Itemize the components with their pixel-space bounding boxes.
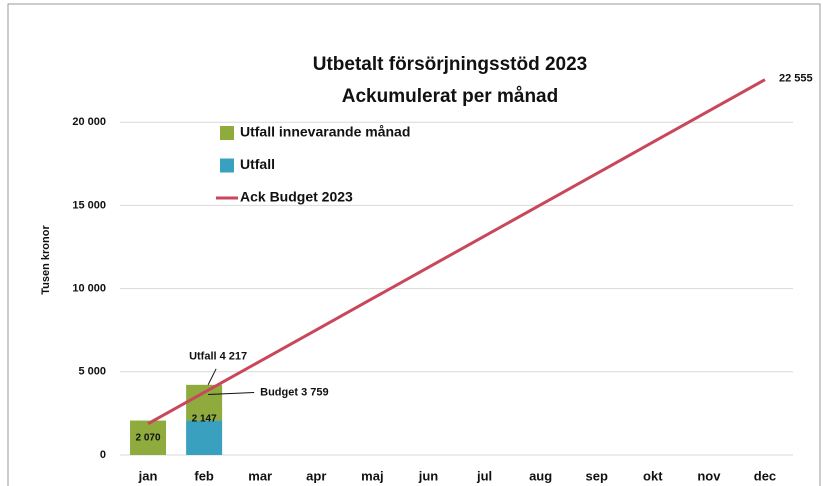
legend-label: Ack Budget 2023 [240,189,353,205]
y-axis-label: Tusen kronor [40,225,52,295]
leader-line [207,368,217,386]
x-tick-label: okt [643,468,663,483]
data-label: 22 555 [779,73,813,85]
line-series [147,78,766,426]
x-tick-label: nov [697,468,721,483]
x-tick-label: dec [754,468,776,483]
x-tick-label: jan [138,468,158,483]
x-tick-label: feb [194,468,214,483]
x-tick-label: maj [361,468,383,483]
data-label: Budget 3 759 [260,386,328,398]
x-tick-label: apr [306,468,326,483]
annotation: Utfall 4 217 [189,351,247,363]
data-label: 2 147 [192,413,217,424]
x-tick-label: aug [529,468,552,483]
legend-swatch [220,126,234,140]
y-tick-label: 20 000 [72,116,106,128]
y-tick-label: 5 000 [78,366,106,378]
x-tick-label: mar [248,468,272,483]
legend-label: Utfall innevarande månad [240,124,410,140]
chart-title: Utbetalt försörjningsstöd 2023 [313,54,588,75]
bar [130,420,167,455]
bar [186,420,223,455]
y-tick-label: 0 [100,449,106,461]
legend-swatch [220,158,234,173]
y-tick-label: 15 000 [72,199,106,211]
data-label: 2 070 [136,432,161,443]
leader-line [208,391,255,395]
chart-subtitle: Ackumulerat per månad [342,86,558,107]
legend-label: Utfall [240,156,275,172]
x-tick-label: jul [476,468,492,483]
chart-frame [7,3,821,486]
x-tick-label: sep [586,468,608,483]
y-tick-label: 10 000 [72,283,106,295]
x-tick-label: jun [418,468,439,483]
